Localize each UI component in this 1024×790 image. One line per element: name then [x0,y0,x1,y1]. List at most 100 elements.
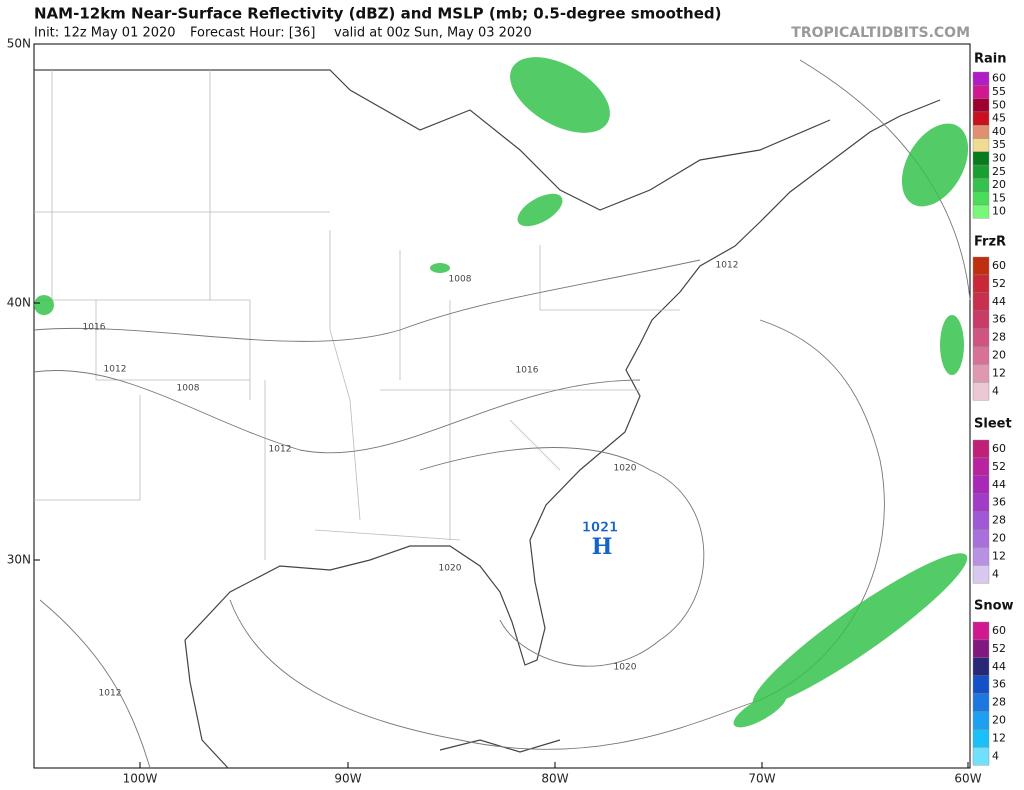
legend-level: 12 [992,366,1006,379]
legend-level: 36 [992,678,1006,691]
credit: TROPICALTIDBITS.COM [791,25,970,41]
legend-level: 36 [992,313,1006,326]
legend-swatch [972,204,990,219]
legend-swatch [972,138,990,153]
legend-level: 28 [992,696,1006,709]
legend-level: 20 [992,531,1006,544]
legend-level: 60 [992,624,1006,637]
legend-level: 44 [992,478,1006,491]
legend-level: 35 [992,138,1006,151]
legend-level: 4 [992,567,999,580]
isobar-label: 1012 [99,689,122,699]
high-pressure-label: H [592,534,613,560]
legend-swatch [972,475,990,494]
legend-level: 40 [992,125,1006,138]
legend-title: Sleet [974,417,1012,432]
legend-swatch [972,729,990,748]
legend-level: 44 [992,295,1006,308]
legend-level: 15 [992,191,1006,204]
legend-swatch [972,747,990,766]
high-pressure-value: 1021 [582,521,618,536]
legend-swatch [972,111,990,126]
legend-level: 10 [992,205,1006,218]
isobar-label: 1016 [83,323,106,333]
legend-swatch [972,274,990,293]
legend-swatch [972,124,990,139]
isobar-label: 1020 [614,663,637,673]
title: NAM-12km Near-Surface Reflectivity (dBZ)… [34,5,722,23]
legend-level: 28 [992,331,1006,344]
legend-level: 12 [992,731,1006,744]
isobar-label: 1012 [716,261,739,271]
state-borders [34,70,680,560]
legend-swatch [972,256,990,276]
legend-level: 52 [992,460,1006,473]
legend-swatch [972,711,990,730]
longitude-label: 60W [954,772,981,786]
forecast-hour: Forecast Hour: [36] [190,26,315,41]
longitude-label: 90W [334,772,361,786]
longitude-label: 100W [123,772,158,786]
legend-swatch [972,310,990,329]
legend-level: 50 [992,98,1006,111]
legend-swatch [972,292,990,311]
legend-level: 36 [992,496,1006,509]
legend-level: 28 [992,514,1006,527]
isobar-label: 1008 [449,275,472,285]
legend-level: 20 [992,713,1006,726]
isobar-label: 1016 [516,366,539,376]
legend-swatch [972,493,990,512]
legend-swatch [972,547,990,566]
legend-level: 60 [992,72,1006,85]
legend-swatch [972,639,990,659]
legend-level: 12 [992,549,1006,562]
radar-echoes [34,57,969,728]
legend-swatch [972,657,990,676]
latitude-label: 50N [7,37,31,51]
valid-time: valid at 00z Sun, May 03 2020 [334,26,532,41]
legend-level: 30 [992,151,1006,164]
legend-level: 4 [992,384,999,397]
init-time: Init: 12z May 01 2020 [34,26,176,41]
legend-swatch [972,621,990,641]
legend-swatch [972,71,990,86]
legend-swatch [972,382,990,401]
legend-level: 52 [992,642,1006,655]
legend-level: 20 [992,348,1006,361]
isobar-label: 1012 [269,445,292,455]
legend-swatch [972,178,990,192]
legend-swatch [972,151,990,166]
legend-level: 25 [992,165,1006,178]
isobar-label: 1012 [104,365,127,375]
legend-level: 44 [992,660,1006,673]
legend-level: 60 [992,259,1006,272]
coastlines [34,69,941,769]
legend-level: 20 [992,178,1006,191]
legend-swatch [972,85,990,99]
legend-swatch [972,675,990,694]
legend-swatch [972,565,990,584]
longitude-label: 80W [541,772,568,786]
legend-swatch [972,364,990,383]
legend-swatch [972,328,990,347]
legend-level: 45 [992,112,1006,125]
legend-level: 60 [992,442,1006,455]
legend-swatch [972,98,990,113]
isobar-label: 1008 [177,384,200,394]
legend-swatch [972,164,990,179]
latitude-label: 30N [7,553,31,567]
isobar-label: 1020 [439,564,462,574]
legend-title: Snow [974,599,1014,614]
legend-swatch [972,529,990,548]
legend-level: 55 [992,85,1006,98]
latitude-label: 40N [7,296,31,310]
legend-swatch [972,346,990,365]
legend-swatch [972,693,990,712]
legend-swatch [972,191,990,206]
legend-level: 52 [992,277,1006,290]
legend-title: FrzR [974,235,1006,250]
isobar-label: 1020 [614,464,637,474]
legend-level: 4 [992,749,999,762]
legend-title: Rain [974,52,1007,67]
